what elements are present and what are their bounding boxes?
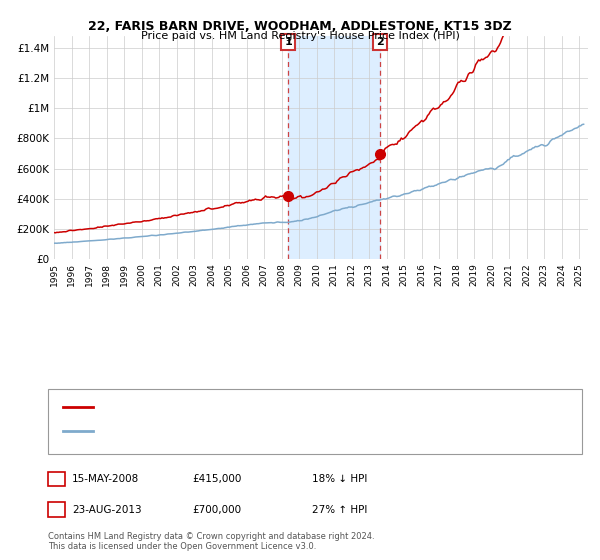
Text: Contains HM Land Registry data © Crown copyright and database right 2024.
This d: Contains HM Land Registry data © Crown c… xyxy=(48,532,374,552)
Text: 1: 1 xyxy=(53,474,60,484)
Text: 27% ↑ HPI: 27% ↑ HPI xyxy=(312,505,367,515)
Text: 22, FARIS BARN DRIVE, WOODHAM, ADDLESTONE, KT15 3DZ: 22, FARIS BARN DRIVE, WOODHAM, ADDLESTON… xyxy=(88,20,512,32)
Bar xyxy=(288,36,380,259)
Text: 1: 1 xyxy=(284,37,292,47)
Text: Price paid vs. HM Land Registry's House Price Index (HPI): Price paid vs. HM Land Registry's House … xyxy=(140,31,460,41)
Text: 2: 2 xyxy=(376,37,384,47)
Text: 22, FARIS BARN DRIVE, WOODHAM, ADDLESTONE, KT15 3DZ (detached house): 22, FARIS BARN DRIVE, WOODHAM, ADDLESTON… xyxy=(99,402,486,412)
Text: 2: 2 xyxy=(53,505,60,515)
Text: £415,000: £415,000 xyxy=(192,474,241,484)
Text: 15-MAY-2008: 15-MAY-2008 xyxy=(72,474,139,484)
Text: 18% ↓ HPI: 18% ↓ HPI xyxy=(312,474,367,484)
Text: £700,000: £700,000 xyxy=(192,505,241,515)
Text: HPI: Average price, detached house, Runnymede: HPI: Average price, detached house, Runn… xyxy=(99,426,338,436)
Text: 23-AUG-2013: 23-AUG-2013 xyxy=(72,505,142,515)
